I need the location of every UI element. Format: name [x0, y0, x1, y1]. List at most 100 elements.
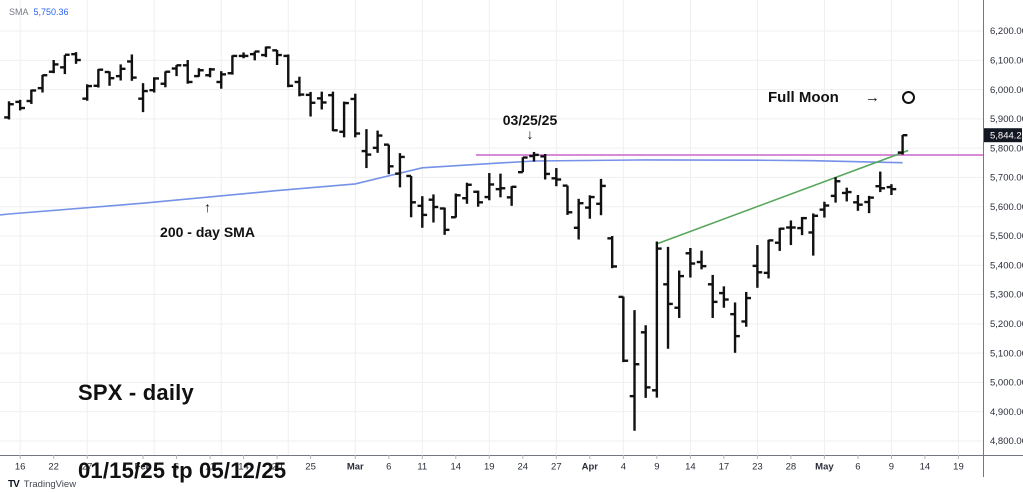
ohlc-bar — [819, 201, 830, 218]
ohlc-bar — [339, 101, 349, 138]
ohlc-bar — [26, 89, 37, 104]
time-axis-label: 22 — [48, 462, 59, 473]
ohlc-bar — [875, 171, 886, 193]
ohlc-bar — [685, 247, 696, 278]
price-axis-label: 4,900.00 — [990, 407, 1023, 418]
time-axis-label: 14 — [920, 462, 931, 473]
last-price-badge-text: 5,844.20 — [990, 131, 1023, 142]
ohlc-bar — [316, 91, 327, 110]
tradingview-logo-text: TradingView — [23, 479, 77, 490]
title-line-1: SPX - daily — [78, 380, 194, 405]
ohlc-bar — [149, 77, 160, 93]
price-axis-label: 6,000.00 — [990, 85, 1023, 96]
time-axis-label: 27 — [551, 462, 562, 473]
time-axis[interactable]: 16 22 27 Feb 6 11 14 20 25 Mar 6 11 14 19 24 27 Apr 4 9 14 1… — [15, 455, 964, 473]
ohlc-bar — [216, 71, 227, 89]
ohlc-bar — [797, 216, 807, 236]
moon-circle-icon — [901, 91, 915, 104]
price-axis-label: 5,600.00 — [990, 202, 1023, 213]
ohlc-bar — [71, 52, 81, 64]
ohlc-bar — [372, 130, 383, 153]
chart-canvas[interactable]: 6,200.00 6,100.00 6,000.00 5,900.00 5,800.00… — [0, 0, 1023, 477]
ohlc-bar — [138, 83, 148, 113]
time-axis-label: 25 — [305, 462, 316, 473]
ohlc-bar — [674, 270, 684, 318]
ohlc-bar — [462, 182, 472, 204]
tradingview-logo[interactable]: TV TradingView — [8, 479, 76, 490]
price-axis-label: 5,400.00 — [990, 260, 1023, 271]
trend-line[interactable] — [656, 149, 909, 245]
price-axis-label: 5,500.00 — [990, 231, 1023, 242]
ohlc-bar — [417, 196, 428, 228]
price-bars — [4, 46, 908, 431]
time-axis-label: 20 — [272, 462, 283, 473]
price-axis[interactable]: 6,200.00 6,100.00 6,000.00 5,900.00 5,800.00… — [990, 26, 1023, 447]
ohlc-bar — [607, 235, 617, 269]
ohlc-bar — [93, 68, 104, 88]
sma-indicator-legend[interactable]: SMA 5,750.36 — [9, 7, 69, 17]
ohlc-bar — [573, 198, 584, 240]
ohlc-bar — [48, 60, 59, 74]
title-line-2: 01/15/25 tp 05/12/25 — [78, 458, 287, 483]
time-axis-label: 17 — [719, 462, 730, 473]
ohlc-bar — [495, 173, 506, 198]
ohlc-bar — [294, 76, 305, 97]
ohlc-bar — [395, 153, 405, 188]
ohlc-bar — [540, 154, 550, 180]
ohlc-bar — [774, 227, 785, 251]
price-axis-label: 5,300.00 — [990, 290, 1023, 301]
price-axis-label: 5,700.00 — [990, 173, 1023, 184]
sma-pointer-label[interactable]: 200 - day SMA — [160, 224, 255, 240]
ohlc-bar — [104, 70, 115, 86]
axis-frame — [0, 0, 1023, 477]
ohlc-bar — [585, 195, 595, 219]
ohlc-bar — [361, 129, 372, 169]
time-axis-label: 9 — [654, 462, 659, 473]
ohlc-bar — [752, 245, 763, 288]
ohlc-bar — [864, 195, 874, 214]
ohlc-bar — [60, 53, 70, 75]
full-moon-label: Full Moon — [768, 89, 839, 106]
ohlc-bar — [439, 207, 450, 235]
ohlc-bar — [741, 291, 752, 327]
ohlc-bar — [618, 295, 629, 363]
ohlc-bar — [853, 195, 863, 211]
price-axis-label: 5,800.00 — [990, 143, 1023, 154]
ohlc-bar — [227, 54, 238, 75]
ohlc-bar — [272, 49, 282, 65]
peak-date-label[interactable]: 03/25/25 — [502, 112, 558, 128]
ohlc-bar — [4, 101, 14, 120]
sma-legend-value: 5,750.36 — [33, 7, 69, 17]
ohlc-bar — [261, 46, 271, 58]
time-axis-label: 6 — [386, 462, 391, 473]
ohlc-bar — [328, 91, 338, 132]
ohlc-bar — [629, 310, 640, 431]
price-axis-label: 6,100.00 — [990, 56, 1023, 67]
ohlc-bar — [763, 239, 774, 279]
time-axis-label: 9 — [889, 462, 894, 473]
ohlc-bar — [719, 286, 729, 308]
time-axis-label: 6 — [174, 462, 179, 473]
time-axis-label: Mar — [347, 462, 364, 473]
ohlc-bar — [897, 134, 908, 155]
time-axis-label: 16 — [15, 462, 26, 473]
chart-title-drawing[interactable]: SPX - daily 01/15/25 tp 05/12/25 — [78, 328, 286, 493]
sma-200-line[interactable] — [0, 159, 903, 216]
price-axis-label: 5,200.00 — [990, 319, 1023, 330]
time-axis-label: 14 — [451, 462, 462, 473]
grid — [0, 0, 983, 455]
ohlc-bar — [886, 184, 897, 195]
time-axis-label: 19 — [953, 462, 964, 473]
time-axis-label: 11 — [417, 462, 427, 473]
time-axis-label: 19 — [484, 462, 495, 473]
time-axis-label: Apr — [582, 462, 599, 473]
ohlc-bar — [841, 187, 852, 202]
full-moon-annotation[interactable]: Full Moon → — [768, 89, 915, 106]
last-price-badge: 5,844.20 — [984, 128, 1023, 143]
time-axis-label: May — [815, 462, 834, 473]
ohlc-bar — [350, 93, 361, 138]
ohlc-bar — [428, 194, 439, 223]
time-axis-label: 27 — [82, 462, 93, 473]
ohlc-bar — [506, 185, 517, 206]
